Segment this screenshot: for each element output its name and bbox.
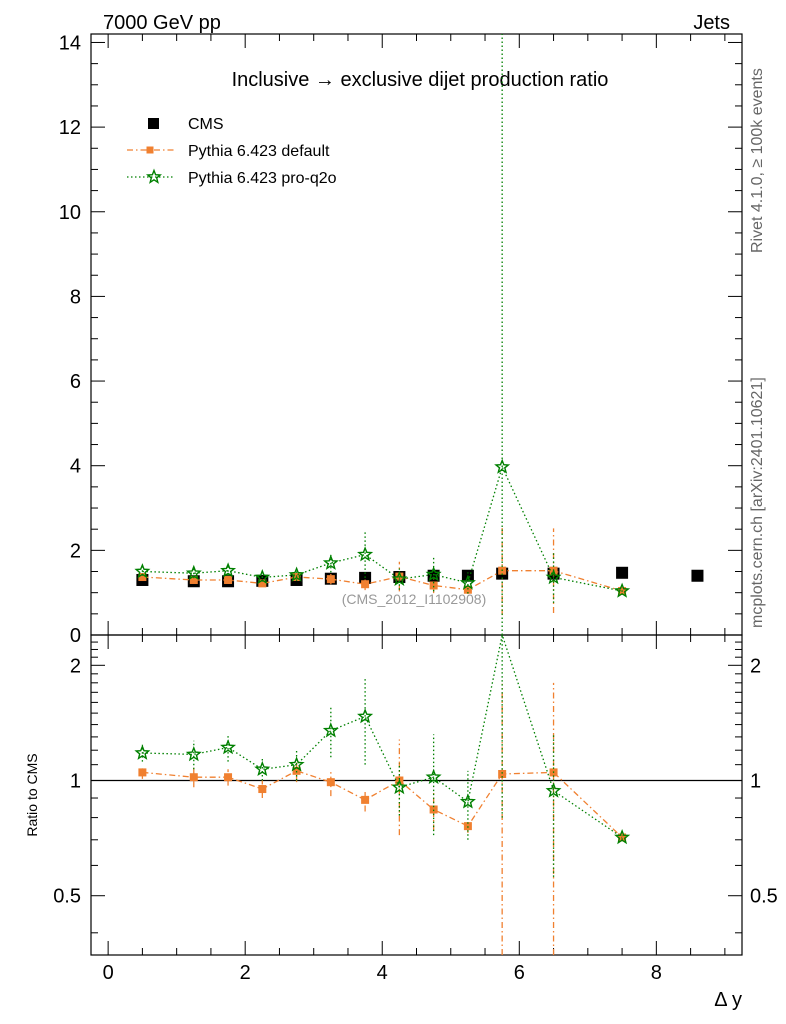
mcplots-label: mcplots.cern.ch [arXiv:2401.10621] (749, 377, 766, 628)
ratio-pythia-default-point (189, 773, 198, 782)
ratio-pythia-pro-point (459, 793, 476, 809)
main-y-tick-label: 0 (70, 625, 81, 647)
main-pythia-pro-point (459, 574, 476, 590)
main-y-tick-label: 6 (70, 371, 81, 393)
ratio-pythia-pro-point (322, 722, 339, 738)
main-pythia-pro-point (185, 564, 202, 581)
main-pythia-pro-point (425, 566, 442, 582)
main-pythia-default-point (429, 581, 438, 590)
rivet-label: Rivet 4.1.0, ≥ 100k events (749, 68, 766, 253)
x-tick-label: 4 (377, 962, 388, 984)
ratio-y-tick-label-left: 1 (70, 771, 81, 793)
x-ticks: 0 2 4 6 8 (103, 34, 726, 984)
ratio-y-tick-label-left: 0.5 (53, 886, 81, 908)
ratio-pythia-default-point (498, 769, 507, 778)
main-series (134, 34, 704, 635)
ratio-pythia-default-point (429, 805, 438, 814)
ratio-pythia-pro-point (545, 782, 562, 798)
main-pythia-default-point (463, 585, 472, 594)
main-cms-point (616, 566, 629, 579)
ratio-ticks: 0.5 0.5 1 1 2 2 (53, 641, 778, 934)
plot-title: Inclusive → exclusive dijet production r… (232, 69, 609, 91)
ratio-pythia-default-point (292, 766, 301, 775)
main-ticks: 0 2 4 6 8 10 12 14 (59, 32, 742, 647)
ratio-pythia-default-point (224, 773, 233, 782)
header-right: Jets (693, 12, 730, 34)
main-pythia-pro-point (545, 568, 562, 585)
ratio-pythia-pro-line (142, 632, 623, 838)
ratio-pythia-pro-point (288, 756, 305, 772)
main-pythia-pro-point (391, 570, 408, 587)
ratio-y-tick-label-left: 2 (70, 655, 81, 677)
ratio-y-tick-label-right: 2 (750, 655, 761, 677)
main-pythia-default-point (189, 575, 198, 584)
ratio-pythia-default-point (361, 795, 370, 804)
legend-label-cms: CMS (188, 116, 224, 133)
ratio-pythia-default-point (258, 785, 267, 794)
ratio-y-tick-label-right: 1 (750, 771, 761, 793)
legend-marker-cms (148, 118, 159, 129)
main-pythia-pro-point (357, 546, 374, 562)
ratio-pythia-pro-point (357, 708, 374, 724)
main-pythia-pro-point (254, 568, 271, 585)
x-tick-label: 8 (651, 962, 662, 984)
x-tick-label: 2 (240, 962, 251, 984)
main-pythia-default-point (326, 575, 335, 584)
main-y-tick-label: 12 (59, 117, 81, 139)
main-pythia-default-point (138, 573, 147, 582)
main-y-tick-label: 14 (59, 32, 81, 54)
ratio-pythia-pro-point (614, 828, 631, 845)
legend: CMS Pythia 6.423 default Pythia 6.423 pr… (127, 116, 337, 187)
main-pythia-pro-point (494, 458, 511, 474)
main-pythia-default-point (258, 579, 267, 588)
ratio-pythia-default-point (326, 778, 335, 787)
main-pythia-pro-point (322, 554, 339, 570)
main-cms-point (691, 569, 704, 582)
ratio-pythia-pro-point (220, 739, 237, 755)
ratio-pythia-default-point (463, 822, 472, 831)
main-y-tick-label: 2 (70, 540, 81, 562)
ratio-y-tick-label-right: 0.5 (750, 886, 778, 908)
header-left: 7000 GeV pp (103, 12, 221, 34)
analysis-watermark: (CMS_2012_I1102908) (342, 591, 487, 607)
main-y-tick-label: 4 (70, 456, 81, 478)
main-pythia-pro-point (134, 563, 151, 579)
ratio-pythia-pro-point (134, 744, 151, 760)
main-y-tick-label: 10 (59, 202, 81, 224)
ratio-pythia-pro-point (185, 745, 202, 762)
main-pythia-pro-point (220, 562, 237, 578)
main-pythia-pro-point (288, 566, 305, 582)
ratio-pythia-pro-point (425, 768, 442, 785)
legend-label-pythia-default: Pythia 6.423 default (188, 143, 330, 160)
legend-marker-pythia-pro (145, 168, 163, 184)
ratio-pythia-default-point (618, 833, 627, 842)
main-y-tick-label: 8 (70, 286, 81, 308)
main-pythia-default-point (361, 580, 370, 589)
main-pythia-default-point (224, 575, 233, 584)
ratio-pythia-pro-point (254, 760, 271, 777)
x-axis-label: Δ y (714, 989, 742, 1011)
ratio-pythia-pro-point (391, 778, 408, 795)
x-tick-label: 0 (103, 962, 114, 984)
legend-label-pythia-pro: Pythia 6.423 pro-q2o (188, 170, 337, 187)
main-pythia-pro-point (614, 582, 631, 598)
ratio-pythia-default-point (138, 768, 147, 777)
ratio-axis-label: Ratio to CMS (24, 753, 40, 836)
ratio-series (134, 632, 631, 955)
legend-marker-pythia-default (146, 146, 154, 154)
x-tick-label: 6 (514, 962, 525, 984)
